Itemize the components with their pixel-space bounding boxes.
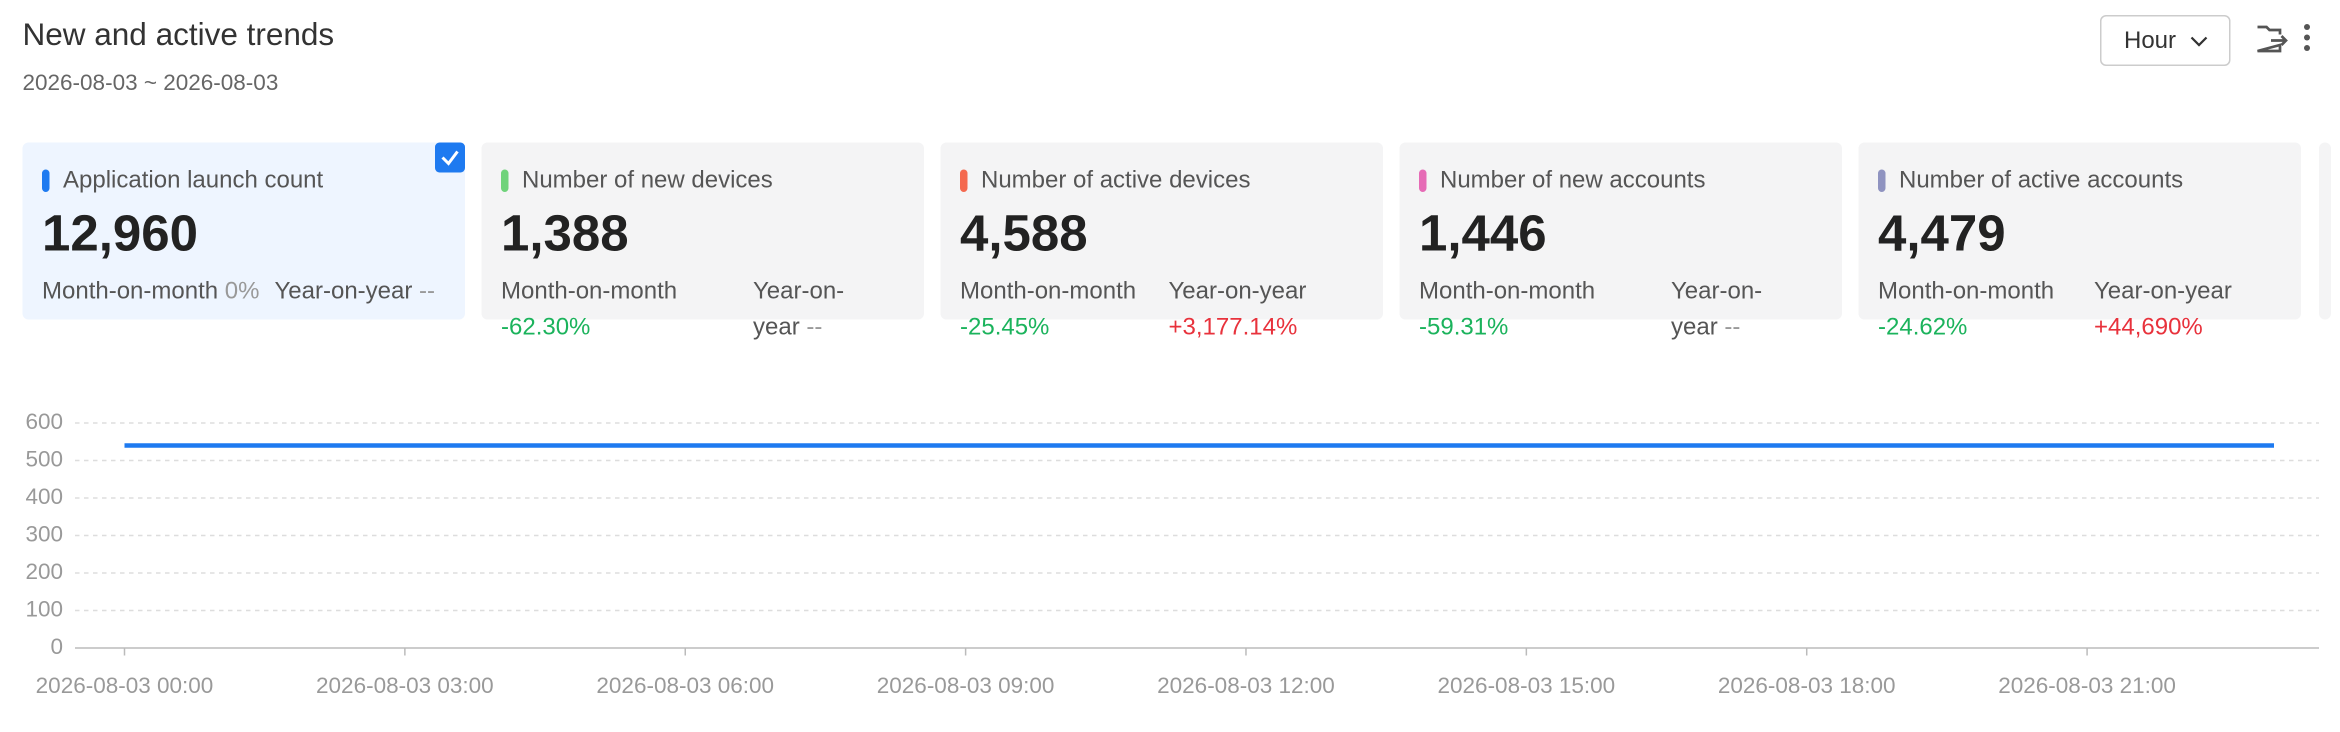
card-value: 4,588 <box>960 205 1088 263</box>
page-title: New and active trends <box>22 18 335 53</box>
card-value: 1,446 <box>1419 205 1547 263</box>
x-tick-label: 2026-08-03 03:00 <box>316 673 494 698</box>
yoy-label: Year-on-year <box>1671 279 1763 341</box>
y-tick-label: 0 <box>50 634 63 659</box>
card-value: 1,388 <box>501 205 629 263</box>
mom-label: Month-on-month <box>501 279 678 305</box>
metric-card[interactable]: Number of new devices 1,388 Month-on-month… <box>481 142 924 341</box>
yoy-value: -- <box>806 315 823 341</box>
granularity-label: Hour <box>2124 28 2177 55</box>
yoy-label: Year-on-year <box>2094 279 2232 305</box>
card-label: Number of active accounts <box>1899 168 2184 194</box>
card-value: 12,960 <box>42 205 198 263</box>
mom-label: Month-on-month <box>1419 279 1596 305</box>
x-tick-label: 2026-08-03 09:00 <box>877 673 1055 698</box>
card-label: Application launch count <box>63 168 324 194</box>
x-tick-label: 2026-08-03 12:00 <box>1157 673 1335 698</box>
card-label: Number of new accounts <box>1440 168 1706 194</box>
date-range: 2026-08-03 ~ 2026-08-03 <box>22 70 279 97</box>
x-tick-label: 2026-08-03 21:00 <box>1998 673 2176 698</box>
mom: Month-on-month -62.30% <box>501 275 749 347</box>
x-tick-label: 2026-08-03 18:00 <box>1718 673 1896 698</box>
card-value: 4,479 <box>1878 205 2006 263</box>
y-tick-label: 100 <box>25 596 63 621</box>
y-tick-label: 400 <box>25 484 63 509</box>
metric-card[interactable]: Number of active accounts 4,479 Month-on-m… <box>1858 142 2301 341</box>
y-tick-label: 200 <box>25 559 63 584</box>
mom-label: Month-on-month <box>42 279 219 305</box>
yoy-label: Year-on-year <box>1168 279 1307 305</box>
color-bar <box>1878 169 1886 192</box>
yoy-label: Year-on-year <box>753 279 845 341</box>
metric-card[interactable]: Number of active devices 4,588 Month-on-mo… <box>940 142 1383 341</box>
mom: Month-on-month 0% <box>42 275 267 311</box>
yoy-value: +3,177.14% <box>1168 315 1298 341</box>
mom: Month-on-month -25.45% <box>960 275 1163 347</box>
yoy: Year-on-year -- <box>275 275 440 311</box>
color-bar <box>501 169 509 192</box>
mom: Month-on-month -59.31% <box>1419 275 1667 347</box>
y-tick-label: 500 <box>25 446 63 471</box>
chart: 0 100 200 300 400 500 600 2026-08-03 00:00 2026-… <box>25 409 2319 698</box>
x-tick-label: 2026-08-03 00:00 <box>36 673 214 698</box>
color-bar <box>1419 169 1427 192</box>
mom-label: Month-on-month <box>1878 279 2055 305</box>
metric-card[interactable]: Application launch count 12,960 Month-on-m… <box>22 142 465 320</box>
mom-value: -62.30% <box>501 315 591 341</box>
yoy-value: +44,690% <box>2094 315 2203 341</box>
yoy-label: Year-on-year <box>274 279 413 305</box>
yoy: Year-on-year +44,690% <box>2094 275 2297 347</box>
checkbox <box>435 142 465 173</box>
card-label: Number of active devices <box>981 168 1251 194</box>
y-tick-label: 600 <box>25 409 63 434</box>
yoy: Year-on-year +3,177.14% <box>1169 275 1372 347</box>
metric-card[interactable]: Number of new accounts 1,446 Month-on-mont… <box>1399 142 1842 341</box>
x-tick-label: 2026-08-03 15:00 <box>1438 673 1616 698</box>
color-bar <box>42 169 50 192</box>
mom-value: -25.45% <box>960 315 1050 341</box>
mom-value: -24.62% <box>1878 315 1968 341</box>
x-tick-label: 2026-08-03 06:00 <box>596 673 774 698</box>
mom-value: 0% <box>224 279 260 305</box>
yoy: Year-on-year -- <box>1671 275 1806 347</box>
card-label: Number of new devices <box>522 168 773 194</box>
yoy-value: -- <box>1724 315 1741 341</box>
yoy: Year-on-year -- <box>753 275 888 347</box>
mom: Month-on-month -24.62% <box>1878 275 2088 347</box>
color-bar <box>960 169 968 192</box>
toolbar-icons[interactable] <box>2255 21 2315 57</box>
card-overflow <box>2319 142 2331 320</box>
mom-label: Month-on-month <box>960 279 1137 305</box>
y-tick-label: 300 <box>25 521 63 546</box>
chevron <box>2190 36 2208 47</box>
granularity-select[interactable]: Hour <box>2100 15 2231 66</box>
mom-value: -59.31% <box>1419 315 1509 341</box>
yoy-value: -- <box>419 279 436 305</box>
